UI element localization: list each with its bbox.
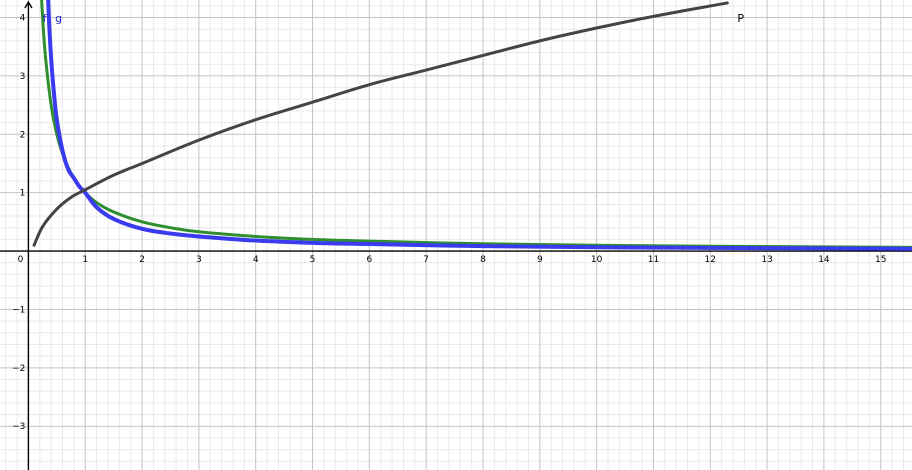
y-tick-label: 4: [20, 14, 26, 24]
x-tick-label: 13: [761, 255, 772, 265]
x-tick-label: 8: [480, 255, 486, 265]
y-tick-label: −3: [12, 422, 25, 432]
x-tick-label: 12: [705, 255, 716, 265]
curve-label-g: g: [55, 12, 62, 25]
y-tick-label: 3: [20, 72, 26, 82]
curves[interactable]: [32, 0, 912, 251]
x-tick-label: 6: [366, 255, 372, 265]
y-tick-label: −1: [12, 305, 25, 315]
x-tick-label: 5: [310, 255, 316, 265]
x-tick-label: 15: [875, 255, 886, 265]
y-tick-label: −2: [12, 364, 25, 374]
y-tick-label: 2: [20, 130, 26, 140]
x-tick-label: 1: [82, 255, 88, 265]
curve-label-p: P: [737, 12, 744, 25]
x-tick-label: 0: [18, 255, 24, 265]
curve-p[interactable]: [32, 1, 729, 247]
x-tick-label: 7: [423, 255, 429, 265]
x-tick-label: 4: [253, 255, 259, 265]
x-tick-labels: 0 1 2 3 4 5 6 7 8 9 10 11 12 13 14 15: [18, 255, 887, 265]
y-tick-labels: −3 −2 −1 1 2 3 4: [12, 14, 26, 433]
x-tick-label: 14: [818, 255, 830, 265]
x-tick-label: 11: [648, 255, 659, 265]
y-tick-label: 1: [20, 189, 26, 199]
curve-label-f: f: [43, 12, 48, 25]
x-tick-label: 9: [537, 255, 543, 265]
x-tick-label: 10: [591, 255, 603, 265]
curve-g[interactable]: [46, 0, 912, 251]
y-axis-arrow-icon: [24, 0, 33, 9]
curve-f[interactable]: [35, 0, 912, 249]
x-tick-label: 3: [196, 255, 202, 265]
x-tick-label: 2: [139, 255, 145, 265]
